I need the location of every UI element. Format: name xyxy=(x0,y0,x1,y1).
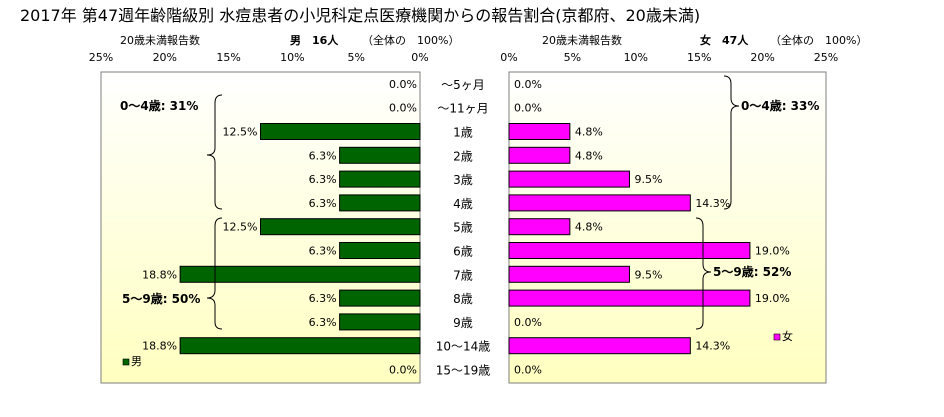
male-value-label: 0.0% xyxy=(389,364,417,377)
male-x-tick-label: 5% xyxy=(347,51,364,64)
female-header-label: 女 47人 xyxy=(700,33,749,47)
female-value-label: 19.0% xyxy=(755,292,790,305)
male-bar xyxy=(260,123,421,140)
female-x-tick-label: 20% xyxy=(750,51,774,64)
male-value-label: 6.3% xyxy=(309,245,337,258)
male-x-tick-label: 10% xyxy=(280,51,304,64)
female-bar xyxy=(508,265,630,283)
female-x-tick-label: 0% xyxy=(500,51,517,64)
female-0-4-annotation: 0～4歳: 33% xyxy=(741,98,819,113)
female-5-9-brace xyxy=(695,217,712,330)
male-bar xyxy=(339,242,421,259)
male-x-tick-label: 25% xyxy=(89,51,113,64)
female-value-label: 19.0% xyxy=(755,245,790,258)
male-value-label: 0.0% xyxy=(389,102,417,115)
male-header-label: 男 16人 xyxy=(290,33,339,47)
male-x-tick-label: 15% xyxy=(216,51,240,64)
male-header-note: （全体の 100%） xyxy=(362,33,459,47)
female-bar xyxy=(508,123,571,140)
category-label: 3歳 xyxy=(453,173,473,187)
male-value-label: 18.8% xyxy=(142,340,177,353)
female-value-label: 0.0% xyxy=(514,102,542,115)
female-bar xyxy=(508,242,751,259)
category-label: 2歳 xyxy=(453,149,473,163)
female-value-label: 14.3% xyxy=(695,340,730,353)
female-tick-labels: 0% 5% 10% 15% 20% 25% xyxy=(500,51,838,64)
category-label-group: ～5ヶ月 ～11ヶ月 1歳 2歳 3歳 4歳 5歳 6歳 7歳 8歳 9歳 10～14歳 15～19歳 xyxy=(436,78,491,378)
male-bar xyxy=(260,218,421,236)
female-value-label: 4.8% xyxy=(575,221,603,234)
category-label: 15～19歳 xyxy=(436,364,491,378)
female-value-label: 0.0% xyxy=(514,78,542,91)
bar-group xyxy=(179,123,751,355)
category-label: ～11ヶ月 xyxy=(437,102,488,116)
female-axis-caption: 20歳未満報告数 xyxy=(542,34,622,47)
category-label: 4歳 xyxy=(453,197,473,211)
male-bar xyxy=(179,265,421,283)
male-value-label: 6.3% xyxy=(309,316,337,329)
male-value-label: 6.3% xyxy=(309,197,337,210)
female-bar xyxy=(508,289,751,307)
female-bar xyxy=(508,194,691,212)
category-label: ～5ヶ月 xyxy=(441,78,485,92)
category-label: 5歳 xyxy=(453,221,473,235)
category-label: 6歳 xyxy=(453,245,473,259)
female-bar xyxy=(508,170,630,188)
male-x-tick-label: 20% xyxy=(153,51,177,64)
category-label: 7歳 xyxy=(453,268,473,282)
male-axis-caption: 20歳未満報告数 xyxy=(120,34,200,47)
chart-title: 2017年 第47週年齢階級別 水痘患者の小児科定点医療機関からの報告割合(京都… xyxy=(20,6,700,25)
male-bar xyxy=(339,289,421,307)
male-legend-label: 男 xyxy=(131,355,142,368)
female-value-label: 9.5% xyxy=(634,268,662,281)
female-legend-swatch xyxy=(773,333,781,341)
male-5-9-annotation: 5～9歳: 50% xyxy=(122,291,200,306)
male-0-4-annotation: 0～4歳: 31% xyxy=(120,98,198,113)
male-value-label: 0.0% xyxy=(389,78,417,91)
female-x-tick-label: 5% xyxy=(564,51,581,64)
male-5-9-brace xyxy=(206,217,223,330)
male-x-tick-label: 0% xyxy=(411,51,428,64)
female-x-tick-label: 25% xyxy=(814,51,838,64)
male-value-label: 6.3% xyxy=(309,149,337,162)
female-value-label: 14.3% xyxy=(695,197,730,210)
category-label: 8歳 xyxy=(453,292,473,306)
male-bar xyxy=(339,194,421,212)
male-value-label: 18.8% xyxy=(142,268,177,281)
category-label: 1歳 xyxy=(453,126,473,140)
male-value-label: 12.5% xyxy=(223,126,258,139)
male-bar xyxy=(339,146,421,164)
male-0-4-brace xyxy=(206,94,223,210)
female-0-4-brace xyxy=(723,75,740,210)
female-x-tick-label: 15% xyxy=(687,51,711,64)
category-label: 10～14歳 xyxy=(436,340,491,354)
female-value-label: 9.5% xyxy=(634,173,662,186)
female-value-label: 4.8% xyxy=(575,149,603,162)
male-bar xyxy=(179,337,421,355)
male-value-label: 6.3% xyxy=(309,173,337,186)
female-bar xyxy=(508,218,571,236)
category-label: 9歳 xyxy=(453,316,473,330)
female-header-note: （全体の 100%） xyxy=(770,33,867,47)
female-value-label: 0.0% xyxy=(514,364,542,377)
male-tick-labels: 0% 5% 10% 15% 20% 25% xyxy=(89,51,429,64)
female-bar xyxy=(508,146,571,164)
male-bar xyxy=(339,313,421,331)
male-legend-swatch xyxy=(122,358,130,366)
male-value-label: 6.3% xyxy=(309,292,337,305)
female-value-label: 0.0% xyxy=(514,316,542,329)
female-5-9-annotation: 5～9歳: 52% xyxy=(713,264,791,279)
value-label-group: 0.0% 0.0% 0.0% 0.0% 12.5% 4.8% 6.3% 4.8% 6.3% 9.5… xyxy=(142,78,790,377)
female-legend-label: 女 xyxy=(782,329,793,343)
male-bar xyxy=(339,170,421,188)
female-bar xyxy=(508,337,691,355)
female-x-tick-label: 10% xyxy=(624,51,648,64)
male-value-label: 12.5% xyxy=(223,221,258,234)
female-value-label: 4.8% xyxy=(575,126,603,139)
